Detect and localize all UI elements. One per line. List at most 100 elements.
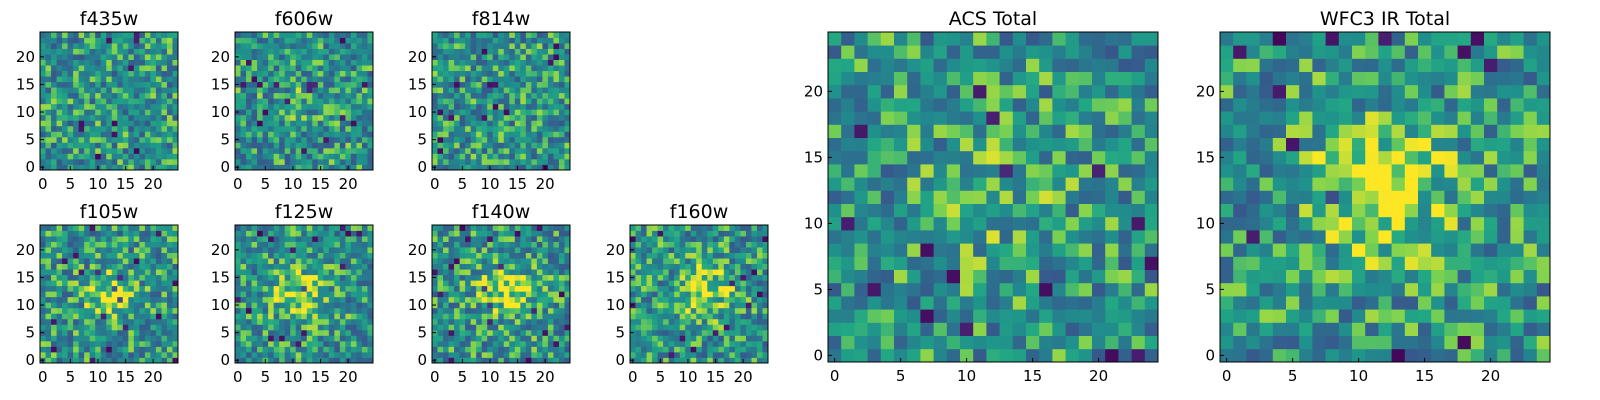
heatmap-cell [279, 114, 286, 121]
heatmap-cell [339, 87, 346, 94]
heatmap-cell [498, 230, 505, 237]
heatmap-cell [128, 81, 135, 88]
heatmap-cell [487, 114, 494, 121]
heatmap-cell [498, 329, 505, 336]
heatmap-cell [51, 340, 57, 347]
heatmap-cell [139, 247, 146, 253]
heatmap-cell [161, 252, 168, 259]
panel-title: f606w [275, 8, 334, 30]
heatmap-cell [100, 252, 107, 259]
heatmap-cell [498, 125, 505, 132]
heatmap-cell [1039, 335, 1053, 350]
heatmap-cell [295, 32, 302, 38]
heatmap-cell [240, 125, 247, 132]
heatmap-cell [685, 296, 692, 303]
heatmap-cell [73, 87, 80, 94]
heatmap-cell [894, 309, 908, 323]
heatmap-cell [150, 258, 157, 265]
heatmap-cell [492, 351, 499, 358]
heatmap-cell [268, 153, 275, 160]
heatmap-cell [51, 98, 57, 105]
heatmap-cell [150, 285, 157, 292]
heatmap-cell [443, 158, 449, 165]
heatmap-cell [161, 274, 168, 281]
heatmap-cell [553, 120, 560, 127]
heatmap-cell [514, 120, 521, 127]
heatmap-cell [701, 274, 708, 281]
heatmap-cell [317, 247, 324, 253]
heatmap-cell [67, 285, 74, 292]
heatmap-cell [531, 329, 538, 336]
heatmap-cell [56, 65, 63, 72]
heatmap-cell [663, 302, 670, 309]
heatmap-cell [635, 357, 642, 364]
heatmap-cell [150, 236, 157, 242]
heatmap-cell [454, 313, 460, 320]
heatmap-cell [652, 230, 658, 237]
heatmap-cell [558, 153, 565, 160]
x-tick-label: 0 [38, 368, 48, 386]
heatmap-cell [235, 263, 241, 270]
heatmap-cell [492, 302, 499, 309]
heatmap-cell [251, 37, 258, 44]
heatmap-cell [295, 225, 302, 231]
heatmap-cell [525, 164, 532, 171]
heatmap-cell [751, 357, 758, 364]
heatmap-cell [973, 309, 987, 323]
heatmap-cell [111, 136, 118, 143]
heatmap-cell [95, 296, 102, 303]
heatmap-cell [172, 125, 179, 132]
heatmap-cell [67, 346, 74, 353]
heatmap-cell [350, 92, 357, 99]
heatmap-cell [240, 164, 247, 171]
heatmap-cell [564, 81, 571, 88]
heatmap-cell [520, 351, 527, 358]
heatmap-cell [235, 125, 241, 132]
heatmap-cell [367, 225, 374, 231]
heatmap-cell [144, 153, 151, 160]
heatmap-cell [100, 59, 107, 66]
heatmap-cell [734, 252, 741, 259]
heatmap-cell [525, 153, 532, 160]
heatmap-cell [1144, 216, 1159, 231]
heatmap-cell [946, 296, 961, 310]
heatmap-cell [443, 65, 449, 72]
heatmap-cell [312, 225, 319, 231]
heatmap-cell [459, 307, 466, 314]
heatmap-cell [240, 147, 247, 154]
heatmap-cell [542, 32, 549, 38]
heatmap-cell [73, 346, 80, 353]
heatmap-cell [536, 142, 543, 149]
heatmap-cell [262, 258, 269, 265]
heatmap-cell [73, 109, 80, 116]
heatmap-cell [531, 296, 538, 303]
heatmap-cell [663, 357, 670, 364]
heatmap-cell [150, 81, 157, 88]
heatmap-cell [367, 147, 374, 154]
heatmap-cell [514, 37, 521, 44]
heatmap-cell [339, 136, 346, 143]
heatmap-cell [106, 296, 113, 303]
heatmap-cell [56, 114, 63, 121]
heatmap-cell [531, 263, 538, 270]
heatmap-cell [166, 307, 173, 314]
heatmap-cell [481, 37, 488, 44]
heatmap-cell [268, 225, 275, 231]
heatmap-cell [470, 230, 477, 237]
heatmap-cell [62, 136, 68, 143]
heatmap-cell [492, 59, 499, 66]
heatmap-cell [317, 153, 324, 160]
heatmap-cell [443, 109, 449, 116]
heatmap-cell [106, 164, 113, 171]
heatmap-cell [459, 87, 466, 94]
heatmap-cell [498, 37, 505, 44]
heatmap-cell [40, 70, 46, 77]
heatmap-cell [306, 296, 313, 303]
heatmap-cell [161, 247, 168, 253]
heatmap-cell [306, 285, 313, 292]
heatmap-cell [257, 335, 263, 342]
heatmap-cell [828, 348, 842, 363]
heatmap-cell [542, 335, 549, 342]
heatmap-cell [960, 335, 974, 350]
heatmap-cell [986, 216, 1000, 231]
